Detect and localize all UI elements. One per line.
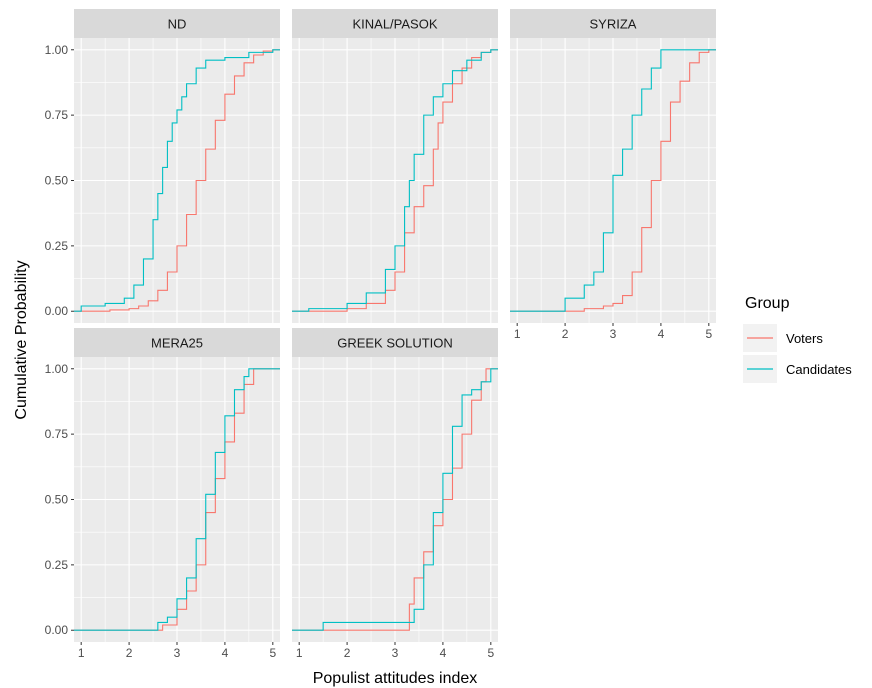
y-tick-label: 1.00 xyxy=(45,362,69,376)
strip-label-greek-solution: GREEK SOLUTION xyxy=(337,336,453,351)
strip-kinal-pasok xyxy=(292,9,498,38)
y-tick-label: 0.50 xyxy=(45,174,69,188)
x-tick-label: 5 xyxy=(705,327,712,341)
x-tick-label: 2 xyxy=(562,327,569,341)
y-tick-label: 0.75 xyxy=(45,108,69,122)
x-tick-label: 3 xyxy=(174,646,181,660)
x-tick-label: 1 xyxy=(78,646,85,660)
legend-item-candidates: Candidates xyxy=(743,355,852,383)
series-voters-kinal-pasok xyxy=(292,49,498,312)
legend-label-voters: Voters xyxy=(786,331,823,346)
series-voters-syriza xyxy=(510,49,716,312)
y-tick-label: 1.00 xyxy=(45,43,69,57)
series-voters-nd xyxy=(74,49,280,312)
panel-nd: ND 0.00 0.25 0.50 0.75 1.00 xyxy=(45,9,280,323)
panel-greek-solution: GREEK SOLUTION 1 2 3 4 5 xyxy=(292,328,498,660)
strip-label-mera25: MERA25 xyxy=(151,336,203,351)
panel-mera25: MERA25 0.00 0.25 0.50 0.75 1.00 1 2 3 4 5 xyxy=(45,328,280,660)
y-axis-title: Cumulative Probability xyxy=(13,260,30,419)
x-tick-label: 1 xyxy=(296,646,303,660)
legend-title: Group xyxy=(745,295,790,312)
strip-label-nd: ND xyxy=(168,17,187,32)
strip-mera25 xyxy=(74,328,280,357)
strip-label-syriza: SYRIZA xyxy=(590,17,637,32)
y-tick-label: 0.00 xyxy=(45,304,69,318)
x-tick-label: 5 xyxy=(487,646,494,660)
x-tick-label: 2 xyxy=(126,646,133,660)
gridlines-greek-solution xyxy=(292,357,498,642)
x-tick-label: 3 xyxy=(392,646,399,660)
series-candidates-greek-solution xyxy=(292,368,498,631)
panel-kinal-pasok: KINAL/PASOK xyxy=(292,9,498,323)
y-tick-label: 0.75 xyxy=(45,427,69,441)
legend: Group Voters Candidates xyxy=(743,295,852,383)
gridlines-kinal-pasok xyxy=(292,38,498,323)
x-tick-label: 4 xyxy=(222,646,229,660)
series-candidates-mera25 xyxy=(74,368,280,631)
series-candidates-kinal-pasok xyxy=(292,49,498,312)
y-tick-label: 0.25 xyxy=(45,239,69,253)
strip-greek-solution xyxy=(292,328,498,357)
x-tick-label: 5 xyxy=(269,646,276,660)
strip-nd xyxy=(74,9,280,38)
x-tick-label: 4 xyxy=(658,327,665,341)
panels-layer: ND 0.00 0.25 0.50 0.75 1.00 KINAL/PASOK SYRIZA 1… xyxy=(45,9,716,660)
legend-label-candidates: Candidates xyxy=(786,362,852,377)
gridlines-nd xyxy=(74,38,280,323)
x-tick-label: 4 xyxy=(440,646,447,660)
strip-syriza xyxy=(510,9,716,38)
y-tick-label: 0.00 xyxy=(45,623,69,637)
x-tick-label: 3 xyxy=(610,327,617,341)
series-candidates-nd xyxy=(74,49,280,312)
x-axis-title: Populist attitudes index xyxy=(313,670,478,687)
series-candidates-syriza xyxy=(510,49,716,312)
x-tick-label: 2 xyxy=(344,646,351,660)
gridlines-mera25 xyxy=(74,357,280,642)
strip-label-kinal-pasok: KINAL/PASOK xyxy=(352,17,437,32)
x-tick-label: 1 xyxy=(514,327,521,341)
y-tick-label: 0.50 xyxy=(45,493,69,507)
y-tick-label: 0.25 xyxy=(45,558,69,572)
panel-syriza: SYRIZA 1 2 3 4 5 xyxy=(510,9,716,341)
legend-item-voters: Voters xyxy=(743,324,823,352)
